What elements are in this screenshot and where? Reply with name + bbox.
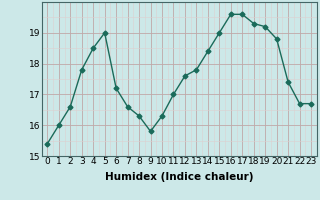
X-axis label: Humidex (Indice chaleur): Humidex (Indice chaleur) — [105, 172, 253, 182]
